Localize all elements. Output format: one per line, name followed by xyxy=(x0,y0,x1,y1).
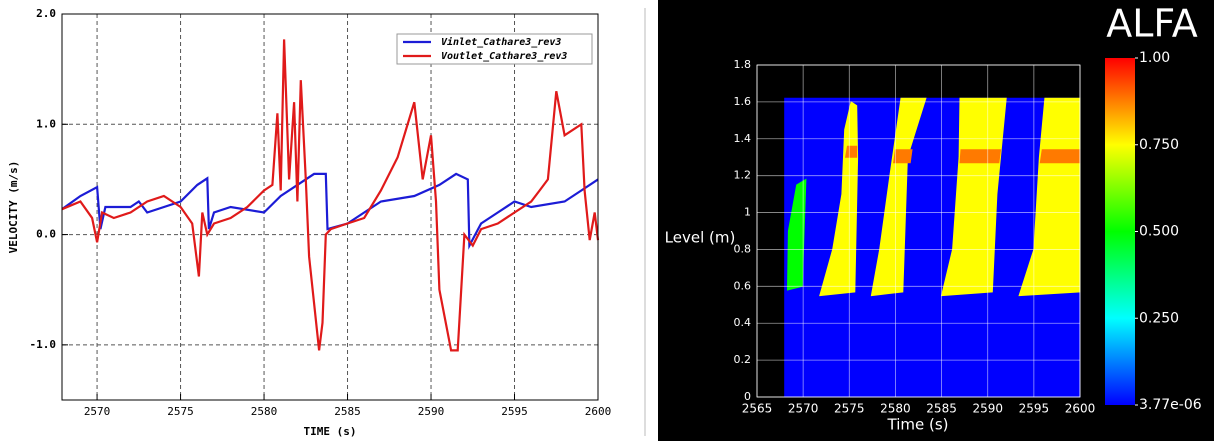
y-tick-label: 1.2 xyxy=(734,169,752,182)
y-tick-label: 2.0 xyxy=(36,7,56,20)
x-axis-label: TIME (s) xyxy=(304,425,357,438)
y-tick-label: 0.4 xyxy=(734,316,752,329)
legend-label: Voutlet_Cathare3_rev3 xyxy=(441,51,567,62)
x-tick-label: 2590 xyxy=(418,405,445,418)
colorbar-tick-label: 0.250 xyxy=(1139,310,1179,326)
x-tick-label: 2570 xyxy=(788,402,819,416)
x-tick-label: 2595 xyxy=(501,405,528,418)
x-tick-label: 2585 xyxy=(334,405,361,418)
plot-area xyxy=(62,14,598,400)
data-line xyxy=(61,39,600,352)
colorbar-tick-label: 0.750 xyxy=(1139,137,1179,153)
y-axis-label: VELOCITY (m/s) xyxy=(7,161,20,254)
alfa-region xyxy=(786,178,807,291)
x-tick-label: 2590 xyxy=(972,402,1003,416)
x-tick-label: 2580 xyxy=(251,405,278,418)
y-tick-label: 0.6 xyxy=(734,279,752,292)
y-tick-label: 0.0 xyxy=(36,228,56,241)
alfa-region xyxy=(959,149,1002,164)
alfa-region xyxy=(893,149,913,164)
alfa-region xyxy=(845,145,858,158)
x-axis-label: Time (s) xyxy=(887,416,949,434)
y-tick-label: 1.4 xyxy=(734,132,752,145)
x-tick-label: 2575 xyxy=(167,405,194,418)
y-tick-label: 0 xyxy=(744,390,751,403)
y-tick-label: 1 xyxy=(744,206,751,219)
y-tick-label: 0.8 xyxy=(734,242,752,255)
x-tick-label: 2575 xyxy=(834,402,865,416)
y-tick-label: -1.0 xyxy=(30,338,57,351)
plot-frame xyxy=(61,13,599,401)
y-tick-label: 0.2 xyxy=(734,353,752,366)
x-tick-label: 2600 xyxy=(585,405,612,418)
y-tick-label: 1.0 xyxy=(36,117,56,130)
x-tick-label: 2595 xyxy=(1019,402,1050,416)
alfa-region xyxy=(940,97,1007,297)
x-tick-label: 2570 xyxy=(84,405,111,418)
data-line xyxy=(61,172,599,250)
legend-label: Vinlet_Cathare3_rev3 xyxy=(441,36,561,48)
legend-box xyxy=(396,33,593,65)
alfa-region xyxy=(1039,149,1081,164)
x-tick-label: 2585 xyxy=(926,402,957,416)
colorbar xyxy=(1105,58,1135,405)
alfa-region xyxy=(870,97,927,297)
x-tick-label: 2580 xyxy=(880,402,911,416)
y-axis-label: Level (m) xyxy=(665,229,736,247)
x-tick-label: 2565 xyxy=(742,402,773,416)
colorbar-title: ALFA xyxy=(1106,2,1198,46)
plot-frame xyxy=(756,64,1081,398)
y-tick-label: 1.8 xyxy=(734,58,752,71)
x-tick-label: 2600 xyxy=(1065,402,1096,416)
y-tick-label: 1.6 xyxy=(734,95,752,108)
colorbar-tick-label: 1.00 xyxy=(1139,50,1170,66)
colorbar-tick-label: 0.500 xyxy=(1139,224,1179,240)
colorbar-tick-label: 3.77e-06 xyxy=(1139,397,1202,413)
